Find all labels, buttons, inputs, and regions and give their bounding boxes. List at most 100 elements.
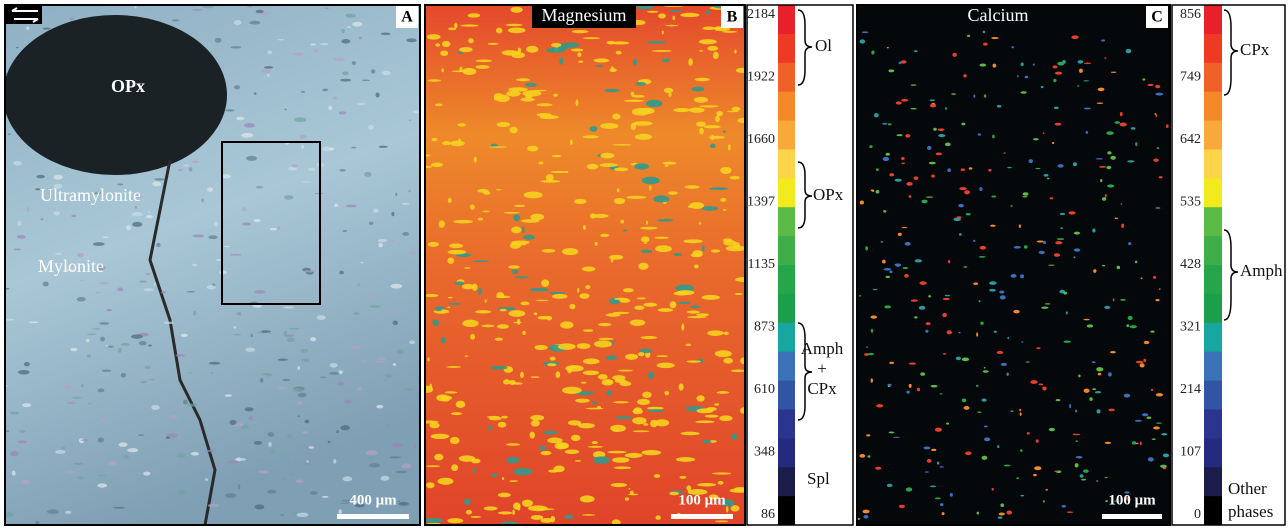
grain (106, 308, 112, 312)
grain (592, 213, 609, 219)
grain (53, 211, 61, 216)
grain (923, 446, 931, 450)
grain (425, 165, 433, 169)
grain (64, 384, 73, 390)
grain (1000, 362, 1007, 366)
grain (1024, 75, 1029, 79)
grain (1042, 132, 1045, 135)
grain (494, 337, 503, 341)
grain (42, 281, 49, 287)
grain (444, 391, 458, 394)
grain (902, 266, 909, 270)
grain (333, 57, 345, 62)
grain (71, 194, 77, 197)
grain (267, 432, 275, 437)
grain (477, 217, 484, 221)
grain (108, 460, 117, 466)
grain (96, 265, 106, 271)
grain (520, 301, 530, 306)
grain (308, 167, 316, 171)
grain (395, 470, 408, 474)
grain (1129, 325, 1137, 329)
grain (557, 343, 576, 350)
grain (740, 357, 745, 365)
grain (86, 354, 92, 358)
grain (384, 379, 388, 382)
grain (425, 154, 431, 157)
grain (925, 329, 929, 333)
grain (168, 414, 178, 419)
grain (92, 242, 105, 246)
grain (284, 108, 287, 111)
grain (696, 313, 709, 317)
grain (475, 310, 492, 314)
grain (208, 235, 218, 240)
colorbar-band (778, 207, 795, 237)
grain (120, 342, 130, 346)
grain (983, 94, 987, 98)
grain (599, 163, 618, 168)
grain (13, 248, 22, 251)
grain (1097, 87, 1105, 92)
colorbar-band (778, 467, 795, 497)
grain (1092, 228, 1096, 233)
grain (514, 204, 526, 207)
grain (1059, 212, 1065, 216)
grain (450, 412, 463, 416)
grain (1065, 311, 1068, 315)
grain (1071, 35, 1079, 40)
grain (470, 515, 482, 518)
colorbar-band (778, 380, 795, 410)
grain (1075, 409, 1078, 413)
grain (327, 440, 331, 444)
grain (735, 67, 745, 73)
grain (306, 460, 309, 463)
panel-label: C (1151, 9, 1163, 26)
grain (629, 319, 646, 326)
grain (908, 362, 916, 365)
grain (508, 380, 516, 386)
grain (511, 226, 522, 234)
scale-bar (671, 514, 733, 519)
grain (872, 288, 878, 291)
grain (377, 238, 388, 243)
grain (984, 437, 991, 442)
grain (553, 93, 558, 97)
grain (737, 117, 745, 124)
grain (686, 310, 700, 314)
grain (580, 381, 587, 384)
grain (541, 248, 556, 253)
grain (1127, 160, 1135, 163)
grain (354, 503, 365, 508)
grain (368, 124, 374, 130)
grain (614, 416, 633, 420)
grain (459, 66, 463, 72)
grain (637, 352, 645, 357)
grain (645, 220, 649, 225)
grain (509, 480, 519, 482)
grain (425, 293, 439, 298)
grain (646, 40, 667, 44)
grain (646, 406, 664, 410)
grain (95, 291, 101, 294)
grain (138, 434, 144, 436)
grain (1053, 106, 1059, 110)
grain (102, 236, 109, 238)
grain (228, 460, 239, 464)
scale-bar-label: 100 μm (1108, 492, 1156, 508)
grain (1011, 46, 1015, 49)
grain (614, 167, 629, 172)
grain (526, 145, 539, 152)
shear-sense-icon (6, 6, 42, 24)
grain (703, 125, 721, 129)
grain (982, 30, 986, 34)
grain (577, 423, 595, 429)
grain (918, 305, 926, 310)
grain (429, 422, 440, 429)
grain (570, 48, 584, 52)
grain (187, 372, 193, 374)
colorbar-tick: 535 (1180, 195, 1201, 210)
grain (624, 99, 644, 103)
grain (870, 378, 873, 383)
grain (720, 197, 727, 202)
